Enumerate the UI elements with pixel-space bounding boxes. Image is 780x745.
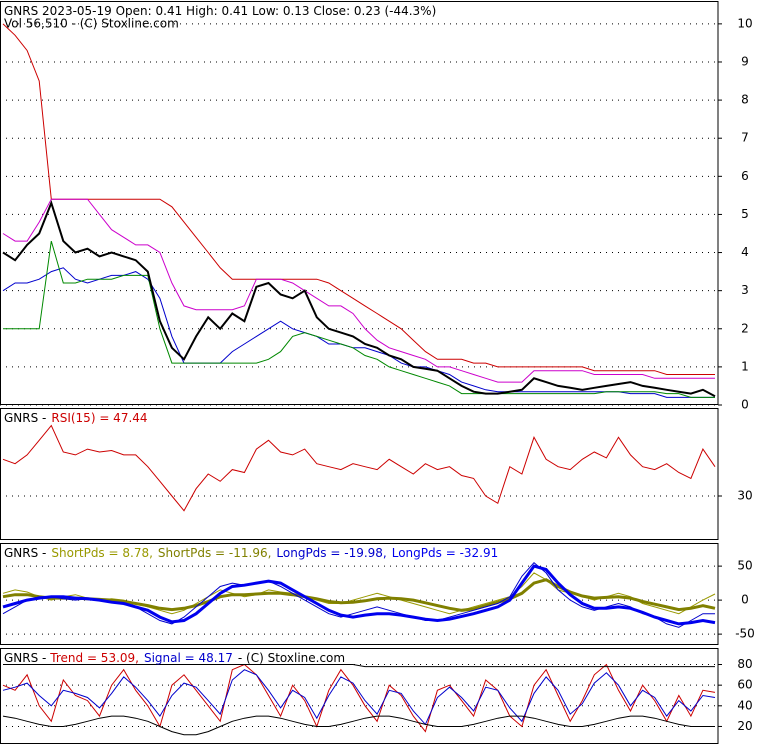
legend-entry: Trend = 53.09, xyxy=(49,651,139,665)
title: GNRS - xyxy=(4,411,46,425)
subtitle: - (C) Stoxline.com xyxy=(238,651,345,665)
y-tick-label: 0 xyxy=(741,593,749,607)
y-tick-label: 30 xyxy=(737,489,752,503)
y-tick-label: 5 xyxy=(741,207,749,221)
legend-entry: LongPds = -32.91 xyxy=(392,546,499,560)
y-tick-label: 3 xyxy=(741,283,749,297)
title: GNRS - xyxy=(4,651,46,665)
y-tick-label: 10 xyxy=(737,16,752,30)
panel-title: GNRS - RSI(15) = 47.44 xyxy=(4,411,148,425)
y-tick-label: 1 xyxy=(741,359,749,373)
panel-frame xyxy=(0,543,719,645)
series-line xyxy=(2,267,715,398)
y-tick-label: 0 xyxy=(741,398,749,412)
series-line xyxy=(2,424,716,512)
y-tick-label: 9 xyxy=(741,54,749,68)
series-line xyxy=(2,564,716,626)
y-tick-label: 7 xyxy=(741,131,749,145)
legend-entry: ShortPds = -11.96, xyxy=(158,546,272,560)
series-line xyxy=(2,715,715,736)
y-tick-label: 8 xyxy=(741,93,749,107)
series-line xyxy=(3,240,715,398)
y-tick-label: 20 xyxy=(737,719,752,733)
legend-entry: ShortPds = 8.78, xyxy=(51,546,153,560)
series-line xyxy=(3,664,715,668)
y-tick-label: 2 xyxy=(741,321,749,335)
panel-frame xyxy=(0,408,719,540)
y-tick-label: 4 xyxy=(741,245,749,259)
series-line xyxy=(2,669,716,726)
y-tick-label: 40 xyxy=(737,698,752,712)
subtitle: Vol 56,510 - (C) Stoxline.com xyxy=(4,17,179,31)
panel-title: GNRS - ShortPds = 8.78, ShortPds = -11.96,… xyxy=(4,546,498,560)
y-tick-label: 50 xyxy=(737,559,752,573)
y-tick-label: 6 xyxy=(741,169,749,183)
legend-entry: Signal = 48.17 xyxy=(144,651,233,665)
y-tick-label: 80 xyxy=(737,657,752,671)
series-line xyxy=(2,578,716,612)
panel-frame xyxy=(0,1,719,405)
y-tick-label: -50 xyxy=(735,627,755,641)
series-line xyxy=(2,200,716,398)
panel-title: GNRS 2023-05-19 Open: 0.41 High: 0.41 Lo… xyxy=(4,4,436,18)
series-line xyxy=(2,198,715,383)
series-line xyxy=(2,663,716,733)
legend-entry: LongPds = -19.98, xyxy=(276,546,386,560)
legend-entry: RSI(15) = 47.44 xyxy=(51,411,147,425)
panel-title: GNRS - Trend = 53.09, Signal = 48.17 - (C) … xyxy=(4,651,345,665)
y-tick-label: 60 xyxy=(737,678,752,692)
panel-frame xyxy=(0,648,719,744)
title: GNRS - xyxy=(4,546,46,560)
title: GNRS 2023-05-19 Open: 0.41 High: 0.41 Lo… xyxy=(4,4,436,18)
series-line xyxy=(2,23,715,375)
